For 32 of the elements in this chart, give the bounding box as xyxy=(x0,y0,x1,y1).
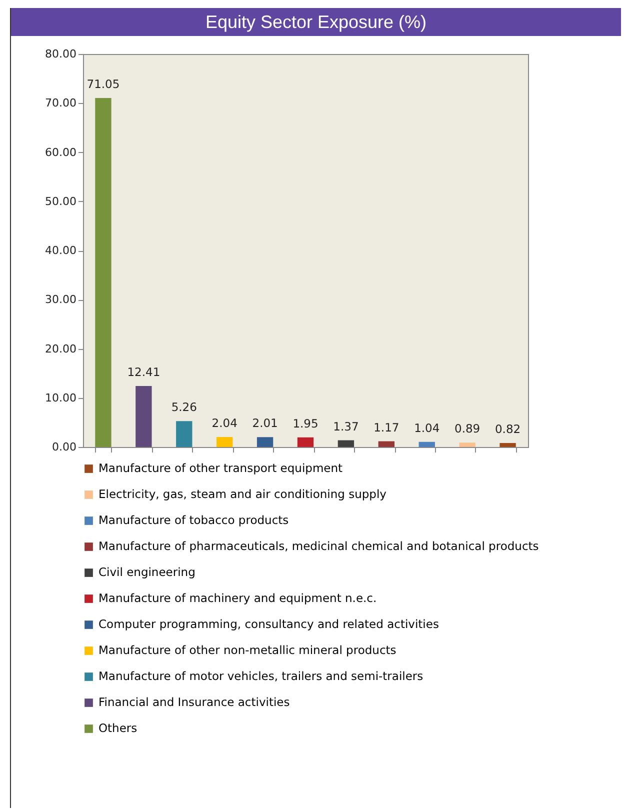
legend-label: Manufacture of pharmaceuticals, medicinal chemical and botanical products xyxy=(98,538,539,553)
data-label: 1.17 xyxy=(374,420,400,434)
data-label: 0.82 xyxy=(494,422,521,436)
y-tick-label: 0.00 xyxy=(52,440,76,454)
data-label: 2.01 xyxy=(252,416,278,430)
legend-label: Manufacture of tobacco products xyxy=(98,512,289,527)
data-label: 5.26 xyxy=(171,400,197,414)
legend-label: Civil engineering xyxy=(98,564,196,579)
y-tick-label: 20.00 xyxy=(45,342,76,356)
chart-title: Equity Sector Exposure (%) xyxy=(11,8,621,36)
y-tick-label: 30.00 xyxy=(45,293,76,306)
data-label: 1.37 xyxy=(333,419,359,434)
legend-label: Manufacture of motor vehicles, trailers and semi-trailers xyxy=(98,668,424,683)
y-tick-label: 80.00 xyxy=(45,48,76,60)
y-tick-label: 60.00 xyxy=(45,146,76,159)
data-label: 1.04 xyxy=(414,420,440,435)
legend-label: Computer programming, consultancy and related activities xyxy=(98,616,439,631)
data-label: 0.89 xyxy=(454,422,480,436)
legend-label: Financial and Insurance activities xyxy=(98,694,290,709)
legend-label: Others xyxy=(98,720,138,735)
y-tick-label: 40.00 xyxy=(45,244,76,257)
y-tick-label: 10.00 xyxy=(45,391,76,404)
y-tick-label: 70.00 xyxy=(45,96,76,110)
data-label: 12.41 xyxy=(127,365,160,380)
legend-label: Manufacture of other non-metallic mineral products xyxy=(98,642,396,657)
legend-label: Manufacture of machinery and equipment n.e.c. xyxy=(98,590,377,605)
legend-label: Manufacture of other transport equipment xyxy=(98,460,344,475)
y-tick-label: 50.00 xyxy=(45,194,76,208)
data-label: 71.05 xyxy=(86,76,120,91)
data-label: 2.04 xyxy=(212,416,238,430)
legend-label: Electricity, gas, steam and air conditioning supply xyxy=(98,486,387,501)
data-label: 1.95 xyxy=(292,416,318,430)
